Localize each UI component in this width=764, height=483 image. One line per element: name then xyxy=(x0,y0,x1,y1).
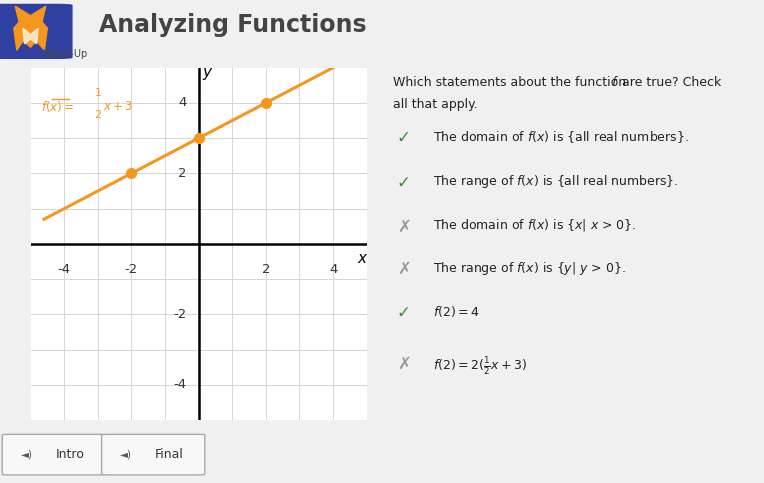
Text: The domain of $\it{f}$$(x)$ is {$x$| $x$ > 0}.: The domain of $\it{f}$$(x)$ is {$x$| $x$… xyxy=(432,217,636,233)
Text: x: x xyxy=(358,251,366,266)
Text: ◄): ◄) xyxy=(120,449,132,459)
Text: $\it{f}$$(2) = 2(\frac{1}{2}x + 3)$: $\it{f}$$(2) = 2(\frac{1}{2}x + 3)$ xyxy=(432,355,526,377)
Text: 2: 2 xyxy=(261,263,270,276)
Polygon shape xyxy=(14,6,47,50)
Text: f: f xyxy=(611,76,616,89)
Text: all that apply.: all that apply. xyxy=(393,98,478,111)
Text: ✗: ✗ xyxy=(397,260,411,278)
Text: Analyzing Functions: Analyzing Functions xyxy=(99,13,367,37)
Text: ✓: ✓ xyxy=(397,173,411,191)
Text: ✓: ✓ xyxy=(397,304,411,322)
Text: $\it{f}$$(x)=$: $\it{f}$$(x)=$ xyxy=(40,99,74,114)
Text: The range of $\it{f}$$(x)$ is {$y$| $y$ > 0}.: The range of $\it{f}$$(x)$ is {$y$| $y$ … xyxy=(432,260,626,277)
Text: ✗: ✗ xyxy=(397,355,411,373)
Text: ✗: ✗ xyxy=(397,217,411,236)
Text: The domain of $\it{f}$$(x)$ is {all real numbers}.: The domain of $\it{f}$$(x)$ is {all real… xyxy=(432,129,688,145)
Text: Warm-Up: Warm-Up xyxy=(42,49,88,59)
Text: -2: -2 xyxy=(125,263,138,276)
Text: -4: -4 xyxy=(173,379,187,391)
FancyBboxPatch shape xyxy=(102,434,205,475)
FancyBboxPatch shape xyxy=(0,4,73,59)
Text: The range of $\it{f}$$(x)$ is {all real numbers}.: The range of $\it{f}$$(x)$ is {all real … xyxy=(432,173,678,190)
Text: y: y xyxy=(202,65,212,80)
Text: 4: 4 xyxy=(329,263,337,276)
Text: $1$: $1$ xyxy=(95,86,102,99)
Text: ◄): ◄) xyxy=(21,449,33,459)
Text: 2: 2 xyxy=(178,167,187,180)
Text: Which statements about the function: Which statements about the function xyxy=(393,76,630,89)
Text: $\it{f}$$(2) = 4$: $\it{f}$$(2) = 4$ xyxy=(432,304,480,319)
Polygon shape xyxy=(23,28,38,44)
Text: -2: -2 xyxy=(173,308,187,321)
Text: -4: -4 xyxy=(57,263,71,276)
Text: $x+3$: $x+3$ xyxy=(103,100,133,113)
Text: $2$: $2$ xyxy=(95,108,102,120)
Text: are true? Check: are true? Check xyxy=(618,76,722,89)
Text: ✓: ✓ xyxy=(397,129,411,147)
Text: Final: Final xyxy=(155,448,184,460)
Text: Intro: Intro xyxy=(56,448,85,460)
FancyBboxPatch shape xyxy=(2,434,105,475)
Text: 4: 4 xyxy=(179,97,187,109)
